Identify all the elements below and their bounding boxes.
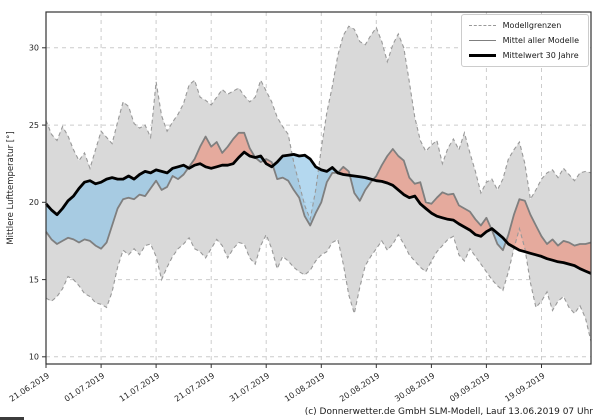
y-tick-label: 25 [29, 121, 39, 130]
plot-border [45, 11, 592, 365]
x-tick-label: 20.08.2019 [338, 371, 381, 403]
cropped-artifact [0, 417, 24, 420]
x-tick-label: 10.08.2019 [283, 371, 326, 403]
y-tick-label: 30 [29, 44, 39, 53]
legend-label: Mittelwert 30 Jahre [502, 50, 579, 60]
legend-item-mittelwert-30-jahre: Mittelwert 30 Jahre [468, 49, 579, 61]
y-tick-label: 15 [29, 275, 39, 284]
legend: Modellgrenzen Mittel aller Modelle Mitte… [460, 14, 589, 67]
axes-ticks [42, 47, 542, 368]
solid-line-swatch-icon [468, 39, 496, 41]
dashed-line-swatch-icon [468, 24, 496, 26]
x-tick-label: 01.07.2019 [63, 371, 106, 403]
x-tick-label: 11.07.2019 [118, 371, 161, 403]
legend-item-mittel-aller-modelle: Mittel aller Modelle [468, 34, 579, 46]
x-tick-label: 21.06.2019 [8, 371, 51, 403]
x-tick-label: 19.09.2019 [503, 371, 546, 403]
legend-label: Modellgrenzen [502, 20, 562, 30]
x-tick-label: 31.07.2019 [228, 371, 271, 403]
x-tick-label: 21.07.2019 [173, 371, 216, 403]
x-tick-label: 30.08.2019 [393, 371, 436, 403]
y-tick-label: 10 [29, 353, 39, 362]
copyright-caption: (c) Donnerwetter.de GmbH SLM-Modell, Lau… [304, 407, 593, 417]
model-lower-bound-line [45, 226, 592, 342]
legend-label: Mittel aller Modelle [502, 35, 579, 45]
y-axis-label: Mittlere Lufttemperatur [°] [6, 131, 16, 245]
legend-item-modellgrenzen: Modellgrenzen [468, 19, 579, 31]
thick-line-swatch-icon [468, 53, 496, 57]
model-mean-line [45, 131, 592, 252]
x-tick-label: 09.09.2019 [448, 371, 491, 403]
y-tick-label: 20 [29, 198, 39, 207]
climate-mean-line [44, 150, 592, 275]
